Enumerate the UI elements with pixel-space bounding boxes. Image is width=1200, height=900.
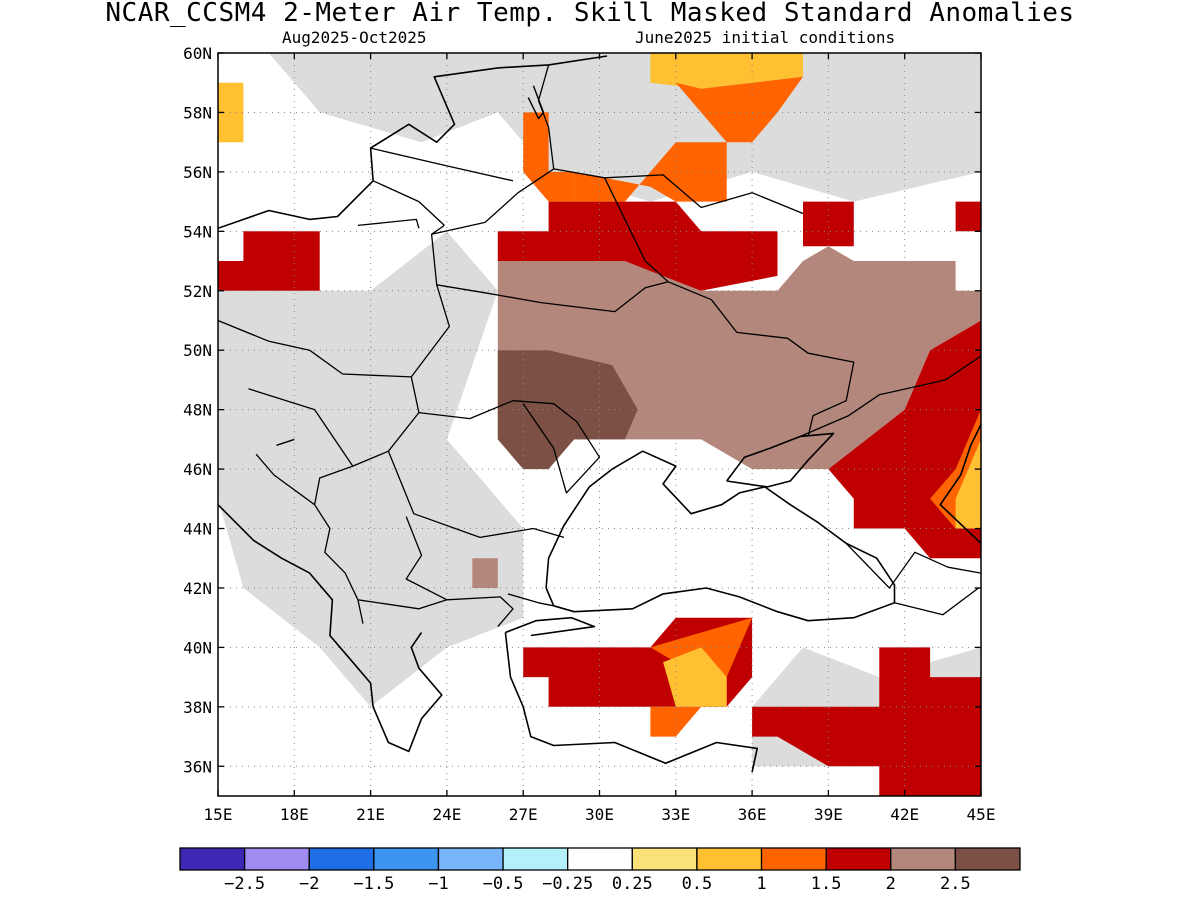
region-ob-15-top [650, 53, 803, 89]
colorbar-swatch [308, 847, 375, 871]
region-light-gray-north [268, 53, 981, 202]
region-red-turkey-east [752, 647, 981, 796]
lat-tick-label: 52N [183, 282, 212, 301]
lat-tick-label: 44N [183, 520, 212, 539]
colorbar-swatch [243, 847, 310, 871]
border-line [255, 453, 315, 506]
border-line [248, 388, 354, 467]
colorbar: −2.5 −2 −1.5 −1 −0.5 −0.25 0.25 0.5 1 1.5 2 2.5 [179, 847, 1021, 894]
colorbar-swatch [954, 847, 1021, 871]
colorbar-swatch [760, 847, 827, 871]
lat-tick-label: 40N [183, 638, 212, 657]
border-line [357, 218, 420, 229]
colorbar-label: −2.5 [224, 874, 265, 894]
colorbar-swatch [567, 847, 633, 871]
colorbar-swatch [502, 847, 569, 871]
coastline-bosphorus-coast [505, 616, 596, 637]
lake-peipus [527, 85, 545, 120]
initial-conditions: June2025 initial conditions [635, 28, 896, 47]
lon-tick-label: 24E [432, 805, 461, 824]
region-ob-turkey [663, 647, 727, 707]
coastline-caspian-coast [939, 424, 981, 544]
colorbar-swatch [437, 847, 504, 871]
map-title: NCAR_CCSM4 2-Meter Air Temp. Skill Maske… [105, 0, 1075, 28]
lat-tick-label: 36N [183, 757, 212, 776]
border-line [894, 587, 979, 616]
border-line [436, 281, 669, 313]
colorbar-label: 0.5 [682, 874, 713, 894]
lon-tick-label: 45E [967, 805, 996, 824]
border-line [845, 542, 981, 589]
border-line [431, 168, 855, 437]
border-line [800, 355, 981, 437]
lat-tick-label: 60N [183, 44, 212, 63]
colorbar-label: 1.5 [811, 874, 842, 894]
colorbar-swatch [631, 847, 698, 871]
lon-tick-label: 18E [280, 805, 309, 824]
border-line [507, 593, 554, 607]
colorbar-label: 2 [886, 874, 896, 894]
coastlines-and-borders [218, 53, 981, 773]
axis-ticks: 60N 58N 56N 54N 52N 50N 48N 46N 44N 42N 40N 38N 36N 1… [183, 44, 995, 824]
lon-tick-label: 30E [585, 805, 614, 824]
region-orange-ne-edge [523, 112, 575, 202]
colorbar-label: −1 [428, 874, 448, 894]
region-brown-bulgaria [472, 558, 498, 588]
border-line [370, 147, 514, 182]
border-line [418, 400, 514, 420]
region-red-ne-corner [955, 201, 981, 232]
border-line [604, 174, 804, 215]
colorbar-swatch [179, 847, 246, 871]
lon-tick-label: 39E [814, 805, 843, 824]
lon-tick-label: 36E [738, 805, 767, 824]
border-line [537, 64, 555, 169]
lon-tick-label: 33E [661, 805, 690, 824]
border-line [372, 180, 445, 226]
lat-tick-label: 50N [183, 341, 212, 360]
border-line [387, 450, 565, 539]
colorbar-label: −0.25 [542, 874, 593, 894]
lon-tick-label: 21E [356, 805, 385, 824]
lon-tick-label: 42E [890, 805, 919, 824]
border-line [357, 599, 448, 610]
lat-tick-label: 42N [183, 579, 212, 598]
colorbar-swatch [696, 847, 763, 871]
region-brown-dark-southwest [497, 350, 638, 470]
lon-tick-label: 27E [509, 805, 538, 824]
lat-tick-label: 46N [183, 460, 212, 479]
colorbar-label: −1.5 [353, 874, 394, 894]
region-orange-north [574, 76, 803, 202]
colorbar-swatch [373, 847, 440, 871]
coastline-greece-coast [218, 504, 443, 753]
lat-tick-label: 48N [183, 401, 212, 420]
coastline-aegean-coast [504, 632, 759, 773]
colorbar-label: 0.25 [612, 874, 653, 894]
lat-tick-label: 54N [183, 222, 212, 241]
lat-tick-label: 38N [183, 698, 212, 717]
colorbar-label: 2.5 [940, 874, 971, 894]
colorbar-label: −2 [299, 874, 319, 894]
coastline-black-sea-coast [545, 450, 896, 622]
region-yellow-east-band [955, 439, 981, 529]
lon-tick-label: 15E [204, 805, 233, 824]
coastline-baltic-coast [218, 55, 608, 230]
colorbar-swatch [825, 847, 892, 871]
lake-balaton [276, 438, 295, 446]
coastline-azov-coast [726, 432, 835, 488]
border-line [512, 400, 601, 494]
lat-tick-label: 56N [183, 163, 212, 182]
lat-tick-label: 58N [183, 103, 212, 122]
forecast-period: Aug2025-Oct2025 [282, 28, 427, 47]
region-red-north-east [803, 201, 854, 247]
colorbar-swatch [890, 847, 957, 871]
lake-ladoga [619, 53, 669, 54]
colorbar-label: −0.5 [483, 874, 524, 894]
colorbar-label: 1 [756, 874, 766, 894]
